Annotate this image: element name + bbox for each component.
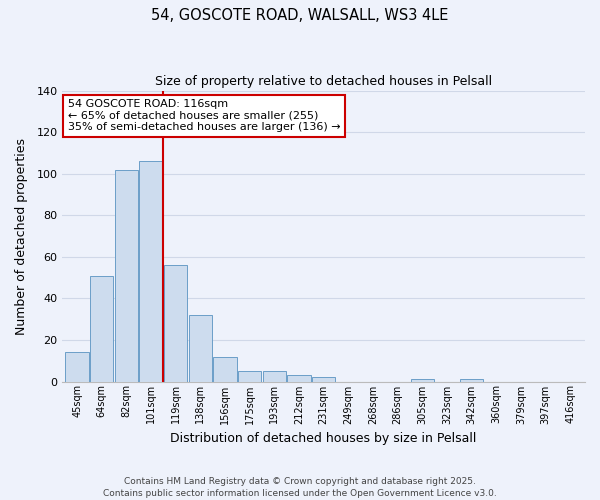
Bar — [139, 161, 163, 382]
Bar — [214, 356, 237, 382]
Bar — [238, 371, 262, 382]
Title: Size of property relative to detached houses in Pelsall: Size of property relative to detached ho… — [155, 75, 492, 88]
Bar — [263, 371, 286, 382]
Text: 54, GOSCOTE ROAD, WALSALL, WS3 4LE: 54, GOSCOTE ROAD, WALSALL, WS3 4LE — [151, 8, 449, 22]
Bar — [90, 276, 113, 382]
Bar — [115, 170, 138, 382]
Y-axis label: Number of detached properties: Number of detached properties — [15, 138, 28, 334]
Bar — [410, 380, 434, 382]
X-axis label: Distribution of detached houses by size in Pelsall: Distribution of detached houses by size … — [170, 432, 477, 445]
Bar — [164, 265, 187, 382]
Bar — [312, 378, 335, 382]
Bar — [287, 376, 311, 382]
Bar — [65, 352, 89, 382]
Text: 54 GOSCOTE ROAD: 116sqm
← 65% of detached houses are smaller (255)
35% of semi-d: 54 GOSCOTE ROAD: 116sqm ← 65% of detache… — [68, 100, 340, 132]
Bar — [460, 380, 483, 382]
Bar — [188, 315, 212, 382]
Text: Contains HM Land Registry data © Crown copyright and database right 2025.
Contai: Contains HM Land Registry data © Crown c… — [103, 476, 497, 498]
